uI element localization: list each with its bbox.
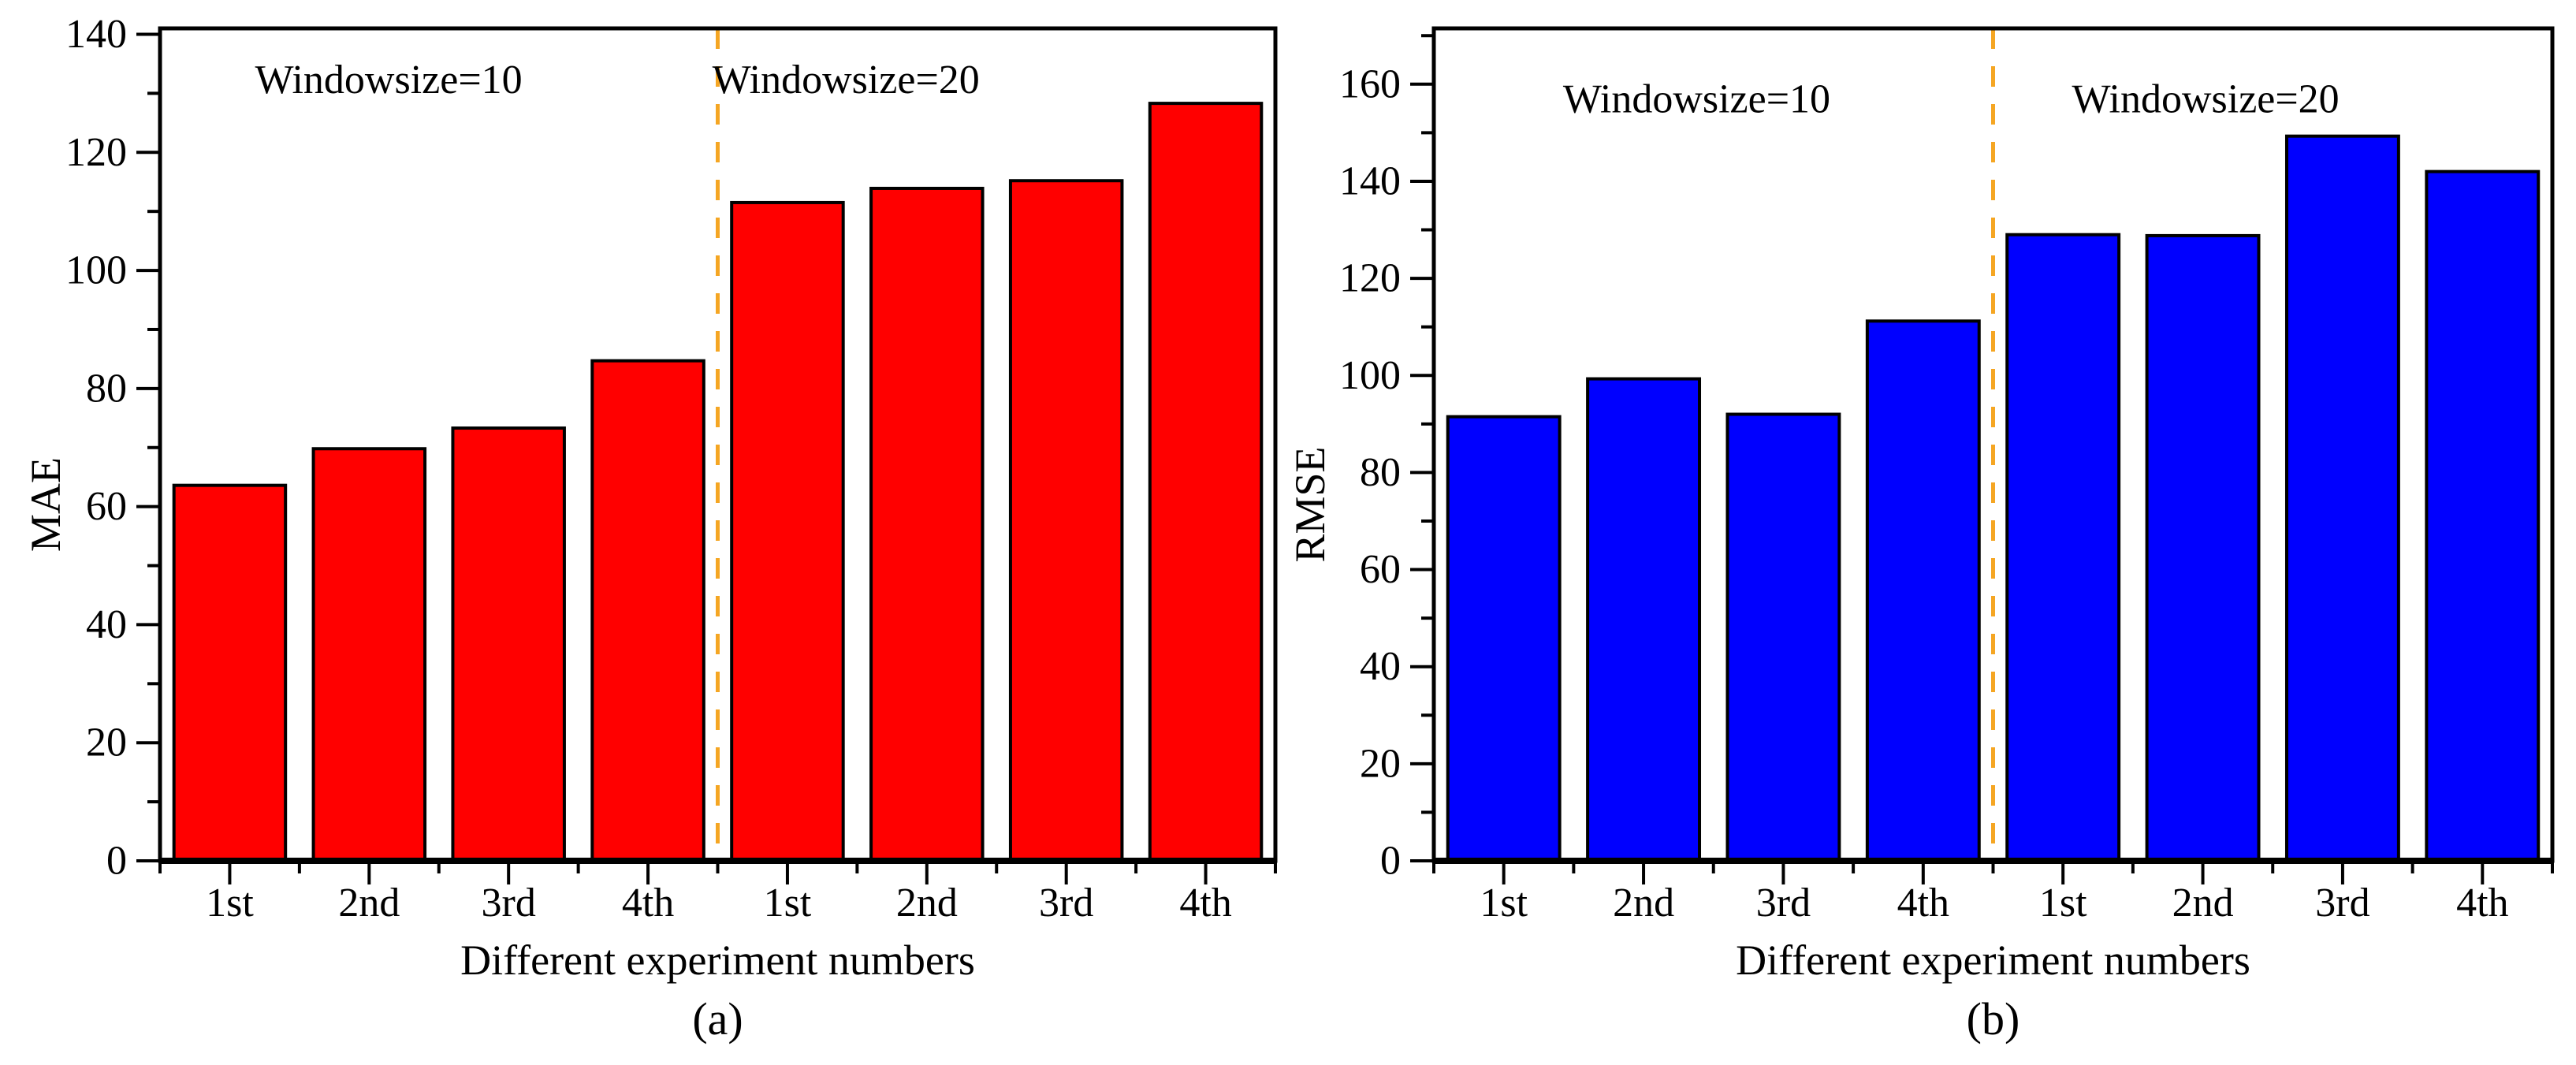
x-axis-title-panel-b: Different experiment numbers [1736, 937, 2250, 984]
y-tick-label: 160 [1339, 61, 1401, 106]
bar-panel-b-4th-7 [2425, 169, 2541, 863]
bar-panel-b-1st-0 [1446, 415, 1562, 862]
bar-panel-a-3rd-6 [1008, 179, 1124, 862]
bar-panel-b-3rd-6 [2284, 134, 2400, 862]
x-tick-label-2nd-5: 2nd [896, 881, 958, 925]
bar-panel-a-4th-7 [1148, 102, 1264, 863]
y-tick-label: 0 [106, 839, 127, 884]
bar-panel-a-1st-4 [730, 200, 845, 862]
bar-panel-a-2nd-5 [869, 186, 985, 862]
y-tick-label: 80 [1360, 450, 1401, 495]
annotation-panel-a-1: Windowsize=20 [713, 58, 980, 102]
x-tick-label-1st-4: 1st [764, 881, 812, 925]
y-tick-label: 140 [1339, 158, 1401, 203]
y-tick-label: 40 [86, 602, 127, 647]
x-tick-label-4th-7: 4th [2456, 881, 2508, 925]
y-tick-label: 140 [65, 12, 127, 57]
chart-panel-a: 0 20 40 60 80 100 120 140 1st 2nd 3rd 4th 1st 2nd 3rd 4… [22, 12, 1278, 1045]
y-tick-label: 60 [86, 484, 127, 529]
y-tick-label: 20 [86, 721, 127, 765]
x-axis-title-panel-a: Different experiment numbers [460, 937, 975, 984]
x-tick-label-3rd-6: 3rd [2315, 881, 2369, 925]
x-tick-label-1st-4: 1st [2039, 881, 2087, 925]
y-axis-title-panel-a: MAE [22, 457, 69, 552]
x-tick-label-2nd-1: 2nd [1613, 881, 1674, 925]
y-tick-label: 20 [1360, 741, 1401, 786]
panel-caption-panel-b: (b) [1967, 993, 2020, 1045]
annotation-panel-b-1: Windowsize=20 [2072, 76, 2340, 121]
y-tick-label: 120 [1339, 256, 1401, 301]
x-tick-label-1st-0: 1st [206, 881, 254, 925]
x-tick-label-4th-7: 4th [1179, 881, 1231, 925]
x-tick-label-3rd-6: 3rd [1039, 881, 1093, 925]
y-tick-label: 40 [1360, 644, 1401, 689]
y-tick-label: 60 [1360, 547, 1401, 592]
y-tick-label: 0 [1380, 839, 1401, 884]
panel-caption-panel-a: (a) [692, 993, 743, 1045]
y-tick-label: 100 [1339, 353, 1401, 398]
x-tick-label-3rd-2: 3rd [482, 881, 536, 925]
bar-panel-a-3rd-2 [451, 426, 566, 862]
x-tick-label-2nd-5: 2nd [2172, 881, 2234, 925]
x-tick-label-1st-0: 1st [1480, 881, 1528, 925]
x-tick-label-4th-3: 4th [1897, 881, 1949, 925]
y-tick-label: 120 [65, 130, 127, 175]
bar-panel-a-1st-0 [172, 483, 288, 862]
y-tick-label: 80 [86, 366, 127, 411]
chart-panel-b: 0 20 40 60 80 100 120 140 160 1st 2nd 3rd 4th 1st 2nd 3… [1286, 26, 2555, 1045]
annotation-panel-b-0: Windowsize=10 [1563, 76, 1830, 121]
bar-panel-a-2nd-1 [311, 447, 427, 862]
x-tick-label-2nd-1: 2nd [338, 881, 400, 925]
bar-panel-a-4th-3 [590, 359, 705, 862]
annotation-panel-a-0: Windowsize=10 [255, 58, 522, 102]
x-tick-label-4th-3: 4th [622, 881, 674, 925]
x-tick-label-3rd-2: 3rd [1756, 881, 1811, 925]
bar-panel-b-4th-3 [1865, 319, 1981, 863]
bar-panel-b-1st-4 [2005, 233, 2121, 862]
y-axis-title-panel-b: RMSE [1286, 446, 1334, 562]
bar-panel-b-2nd-5 [2145, 233, 2261, 863]
y-tick-label: 100 [65, 248, 127, 293]
bar-panel-b-2nd-1 [1586, 377, 1702, 862]
bar-panel-b-3rd-2 [1725, 412, 1841, 862]
